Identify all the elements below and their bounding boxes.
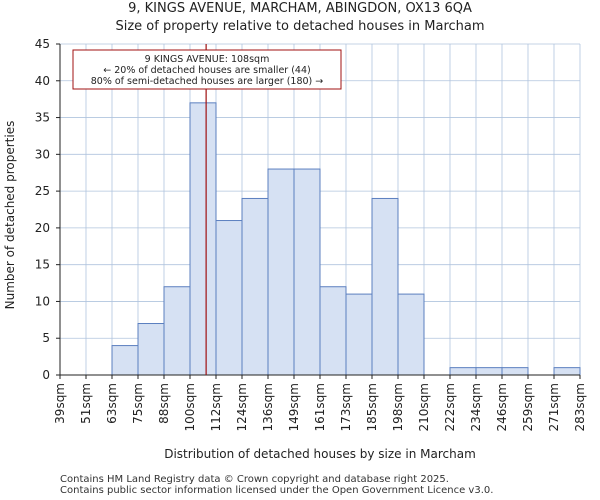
x-ticks: 39sqm 51sqm 63sqm 75sqm 88sqm 100sqm 112sqm 124… [53, 375, 587, 431]
x-tick-label: 198sqm [391, 383, 405, 431]
x-tick-label: 75sqm [131, 383, 145, 424]
x-tick-label: 246sqm [495, 383, 509, 431]
bar [345, 293, 373, 376]
bar [293, 168, 321, 376]
x-tick-label: 210sqm [417, 383, 431, 431]
x-tick-label: 149sqm [287, 383, 301, 431]
bar [163, 286, 191, 376]
annotation-line-2: ← 20% of detached houses are smaller (44… [103, 65, 310, 76]
footer-line-1: Contains HM Land Registry data © Crown c… [60, 474, 449, 485]
y-tick-label: 15 [35, 258, 50, 272]
y-tick-label: 40 [35, 74, 50, 88]
annotation-line-3: 80% of semi-detached houses are larger (… [91, 76, 324, 87]
bar [241, 197, 269, 376]
chart-subtitle: Size of property relative to detached ho… [115, 19, 485, 34]
x-tick-label: 271sqm [547, 383, 561, 431]
x-tick-label: 39sqm [53, 383, 67, 424]
y-tick-label: 30 [35, 147, 50, 161]
bar [267, 168, 295, 376]
x-tick-label: 136sqm [261, 383, 275, 431]
chart-title: 9, KINGS AVENUE, MARCHAM, ABINGDON, OX13… [128, 1, 472, 16]
x-axis-label: Distribution of detached houses by size … [164, 447, 476, 461]
x-tick-label: 283sqm [573, 383, 587, 431]
y-axis-label: Number of detached properties [3, 121, 17, 310]
y-tick-label: 45 [35, 37, 50, 51]
x-tick-label: 63sqm [105, 383, 119, 424]
x-tick-label: 112sqm [209, 383, 223, 431]
y-tick-label: 35 [35, 111, 50, 125]
x-tick-label: 185sqm [365, 383, 379, 431]
y-tick-label: 5 [42, 331, 50, 345]
footer-line-2: Contains public sector information licen… [60, 485, 494, 496]
bar [553, 367, 581, 376]
x-tick-label: 234sqm [469, 383, 483, 431]
annotation-box: 9 KINGS AVENUE: 108sqm ← 20% of detached… [72, 49, 342, 90]
x-tick-label: 222sqm [443, 383, 457, 431]
x-tick-label: 259sqm [521, 383, 535, 431]
y-tick-label: 25 [35, 184, 50, 198]
y-tick-label: 0 [42, 368, 50, 382]
bar [449, 367, 477, 376]
x-tick-label: 88sqm [157, 383, 171, 424]
x-tick-label: 51sqm [79, 383, 93, 424]
x-tick-label: 100sqm [183, 383, 197, 431]
bar [371, 197, 399, 376]
bar [475, 367, 503, 376]
y-ticks: 0 5 10 15 20 25 30 35 40 45 [35, 37, 60, 382]
y-tick-label: 20 [35, 221, 50, 235]
bar [189, 102, 217, 376]
bar [501, 367, 529, 376]
bar [137, 323, 165, 376]
bar [397, 293, 425, 376]
x-tick-label: 173sqm [339, 383, 353, 431]
annotation-border [72, 49, 342, 90]
x-tick-label: 124sqm [235, 383, 249, 431]
bar [111, 345, 139, 376]
bar [319, 286, 347, 376]
bars [111, 102, 581, 376]
bar [215, 220, 243, 376]
annotation-line-1: 9 KINGS AVENUE: 108sqm [145, 54, 270, 65]
x-tick-label: 161sqm [313, 383, 327, 431]
y-tick-label: 10 [35, 294, 50, 308]
